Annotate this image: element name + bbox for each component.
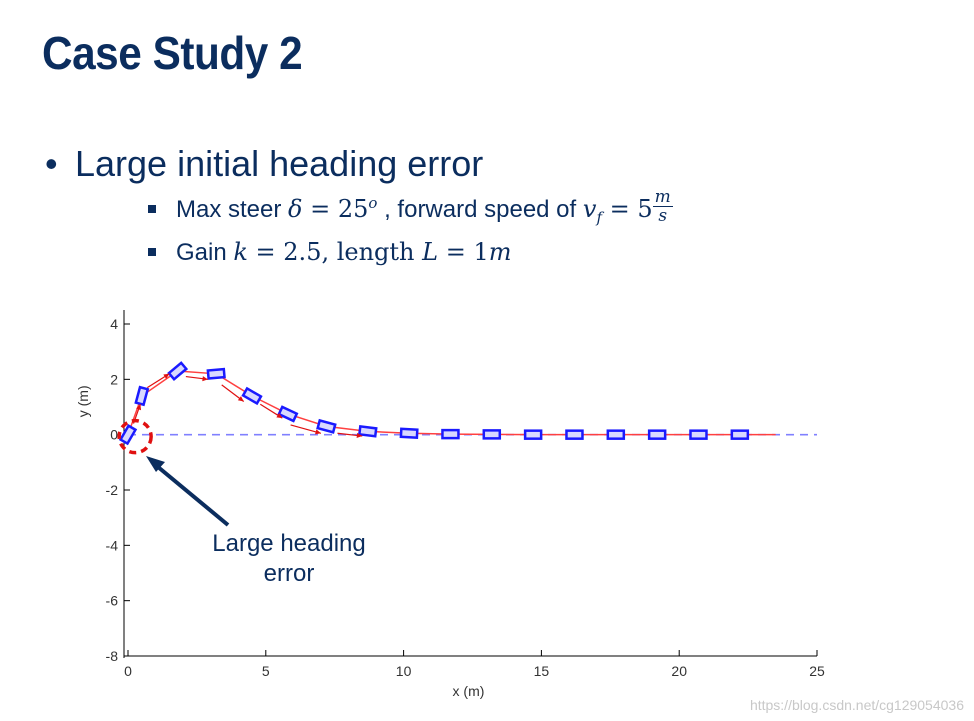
gain-value: = 2.5, length (247, 238, 423, 266)
steer-label: Max steer (176, 195, 289, 223)
length-value: = 1 (438, 238, 489, 266)
vehicle-marker (730, 429, 750, 440)
watermark: https://blog.csdn.net/cg129054036 (749, 697, 964, 713)
arrowhead-icon (202, 376, 208, 382)
y-tick-label: -8 (106, 648, 119, 664)
vehicle-marker (523, 429, 543, 440)
x-tick-label: 0 (124, 663, 132, 679)
steer-value: = 25 (302, 194, 369, 223)
x-tick-label: 15 (534, 663, 550, 679)
x-tick-label: 5 (262, 663, 270, 679)
annotation-pointer (150, 460, 230, 527)
x-axis-label: x (m) (453, 683, 485, 699)
vehicle-poses (118, 361, 750, 446)
vehicle-marker (606, 429, 626, 440)
trajectory-line (127, 370, 776, 436)
y-tick-label: 0 (110, 427, 118, 443)
vehicle-marker (316, 418, 337, 434)
vehicle-trajectory (127, 370, 776, 436)
vehicle-marker (241, 386, 263, 406)
vehicle-marker (399, 427, 419, 440)
sub-bullet-steer: Max steer δ = 25o , forward speed of vf … (148, 188, 673, 229)
main-bullet-text: Large initial heading error (75, 143, 484, 184)
vehicle-marker (357, 425, 378, 438)
arrowhead-icon (163, 373, 170, 379)
speed-value: = 5 (602, 194, 653, 223)
vehicle-marker (689, 429, 708, 440)
sub-bullet-gain: Gain k = 2.5, length L = 1m (148, 238, 512, 267)
arrowhead-icon (276, 412, 283, 419)
x-tick-label: 10 (396, 663, 412, 679)
v-symbol: v (582, 194, 597, 223)
vehicle-marker (565, 429, 584, 440)
x-tick-label: 25 (809, 663, 825, 679)
heading-arrows (117, 373, 363, 455)
y-tick-label: 4 (110, 316, 118, 332)
speed-label: , forward speed of (377, 195, 583, 223)
k-symbol: k (233, 238, 248, 266)
L-symbol: L (422, 238, 439, 266)
arrowhead-icon (315, 429, 321, 435)
y-tick-label: -6 (106, 593, 119, 609)
y-axis-label: y (m) (75, 385, 91, 417)
gain-label: Gain (176, 239, 234, 266)
highlight-circle (117, 418, 153, 455)
meter-unit: m (488, 238, 512, 266)
vehicle-marker (277, 405, 299, 423)
fraction-numerator: m (652, 187, 673, 207)
vehicle-marker (441, 428, 460, 440)
y-tick-label: -2 (106, 482, 119, 498)
arrowhead-icon (136, 404, 142, 411)
arrowhead-icon (356, 432, 363, 439)
fraction-denominator: s (658, 206, 668, 226)
square-bullet-icon (148, 204, 156, 213)
degree-symbol: o (368, 193, 378, 212)
vehicle-marker (134, 385, 150, 407)
annotation-line-1: Large heading (212, 530, 365, 557)
vehicle-marker (482, 429, 502, 440)
bullet-dot: • (45, 143, 58, 184)
x-tick-label: 20 (671, 663, 687, 679)
vehicle-marker (118, 424, 138, 446)
delta-symbol: δ (288, 194, 303, 223)
vehicle-marker (206, 367, 226, 380)
vehicle-marker (647, 429, 667, 440)
arrowhead-icon (237, 396, 244, 402)
annotation-line-2: error (264, 560, 315, 587)
v-subscript: f (596, 208, 602, 227)
y-tick-label: 2 (110, 371, 118, 387)
main-bullet: • Large initial heading error (45, 143, 483, 185)
slide-title: Case Study 2 (42, 27, 303, 79)
annotation-group: Large heading error (146, 456, 366, 587)
vehicle-marker (167, 361, 189, 382)
annotation-arrowhead-icon (146, 456, 165, 472)
y-tick-label: -4 (106, 537, 119, 553)
square-bullet-icon (148, 247, 156, 256)
